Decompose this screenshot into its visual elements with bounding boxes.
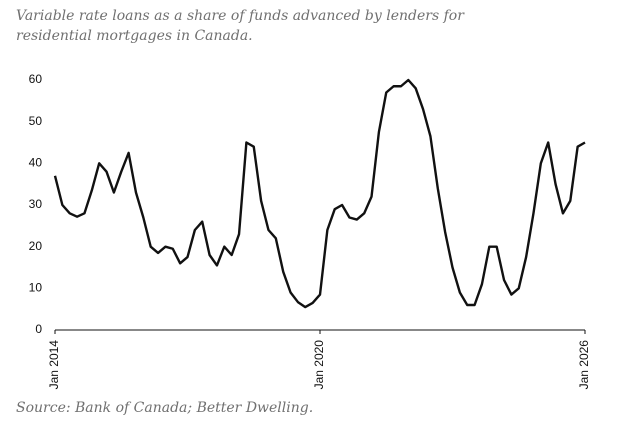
source-note: Source: Bank of Canada; Better Dwelling. bbox=[16, 400, 313, 416]
y-tick-label: 60 bbox=[29, 72, 43, 86]
y-tick-label: 0 bbox=[35, 322, 42, 336]
y-tick-label: 20 bbox=[29, 239, 43, 253]
y-tick-label: 50 bbox=[29, 114, 43, 128]
x-tick-label: Jan 2014 bbox=[47, 340, 61, 390]
data-line bbox=[53, 78, 586, 309]
x-tick-label: Jan 2020 bbox=[312, 340, 326, 390]
chart-title: Variable rate loans as a share of funds … bbox=[16, 8, 465, 44]
y-tick-label: 30 bbox=[29, 197, 43, 211]
y-tick-label: 10 bbox=[29, 281, 43, 295]
y-tick-label: 40 bbox=[29, 156, 43, 170]
x-tick-label: Jan 2026 bbox=[577, 340, 591, 390]
